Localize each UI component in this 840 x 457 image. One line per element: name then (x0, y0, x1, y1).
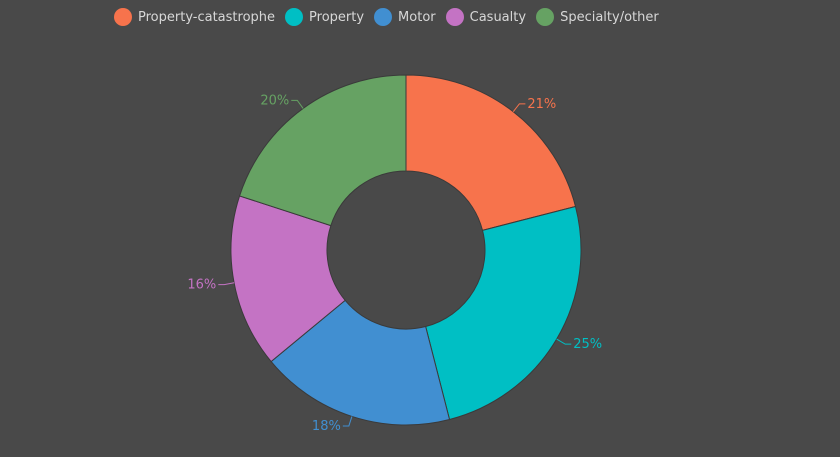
slice-label-specialty-other: 20% (260, 93, 289, 108)
legend-label: Motor (398, 9, 436, 25)
legend-item-specialty-other[interactable]: Specialty/other (536, 8, 659, 26)
legend-swatch-property-catastrophe (114, 8, 132, 26)
legend-label: Property-catastrophe (138, 9, 276, 25)
slice-property[interactable] (425, 205, 582, 421)
legend-item-property[interactable]: Property (285, 8, 364, 26)
legend-label: Property (309, 9, 365, 25)
legend-swatch-property (285, 8, 304, 26)
legend-swatch-motor (374, 8, 393, 26)
legend-swatch-casualty (445, 8, 464, 26)
legend-item-property-catastrophe[interactable]: Property-catastrophe (114, 8, 275, 26)
legend-swatch-specialty-other (536, 8, 555, 26)
leader-line-motor (342, 416, 353, 427)
slice-label-casualty: 16% (187, 278, 216, 293)
legend-label: Casualty (469, 9, 527, 25)
slice-label-property-catastrophe: 21% (527, 97, 556, 112)
leader-line-casualty (218, 282, 235, 286)
slice-property-catastrophe[interactable] (405, 74, 577, 231)
slice-motor[interactable] (270, 299, 451, 426)
leader-line-specialty-other (291, 99, 304, 109)
slice-specialty-other[interactable] (238, 74, 407, 227)
leader-line-property (556, 338, 572, 345)
legend-label: Specialty/other (560, 9, 659, 25)
slice-label-motor: 18% (312, 419, 341, 434)
slice-label-property: 25% (573, 337, 602, 352)
chart-legend: Property-catastrophe Property Motor Casu… (114, 6, 659, 28)
legend-item-casualty[interactable]: Casualty (445, 8, 527, 26)
leader-line-property-catastrophe (512, 103, 526, 113)
slice-casualty[interactable] (230, 195, 346, 363)
legend-item-motor[interactable]: Motor (374, 8, 436, 26)
